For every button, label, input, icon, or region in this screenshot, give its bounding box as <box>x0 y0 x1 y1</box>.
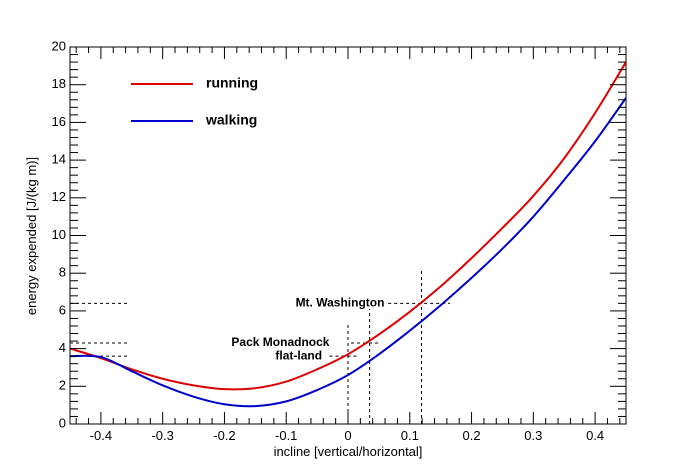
y-tick-label: 6 <box>59 302 66 317</box>
annotation-label: Pack Monadnock <box>231 335 329 349</box>
y-tick-label: 2 <box>59 378 66 393</box>
legend: running walking <box>131 75 258 128</box>
y-tick-label: 10 <box>52 227 66 242</box>
x-tick-label: -0.2 <box>213 428 235 443</box>
x-tick-label: 0 <box>344 428 351 443</box>
y-tick-label: 20 <box>52 38 66 53</box>
y-tick-label: 12 <box>52 189 66 204</box>
annotation-label: Mt. Washington <box>296 296 385 310</box>
series-line-walking <box>69 97 627 408</box>
x-tick-label: -0.3 <box>151 428 173 443</box>
y-tick-label: 18 <box>52 76 66 91</box>
x-tick-label: 0.3 <box>524 428 542 443</box>
legend-label-walking: walking <box>205 112 257 128</box>
y-tick-label: 8 <box>59 265 66 280</box>
y-tick-label: 14 <box>52 152 66 167</box>
legend-label-running: running <box>206 75 258 91</box>
y-tick-label: 0 <box>59 415 66 430</box>
x-tick-label: 0.4 <box>586 428 604 443</box>
annotation-label: flat-land <box>275 348 322 362</box>
axis-ticks <box>70 46 626 425</box>
axis-tick-labels: -0.4 -0.3 -0.2 -0.1 0 0.1 0.2 0.3 0.4 0 2 4 6 8 10 12 14… <box>52 38 605 443</box>
y-tick-label: 4 <box>59 340 66 355</box>
x-tick-label: -0.1 <box>275 428 297 443</box>
y-tick-label: 16 <box>52 114 66 129</box>
series-layer <box>69 61 627 408</box>
x-tick-label: -0.4 <box>90 428 112 443</box>
x-tick-label: 0.1 <box>401 428 419 443</box>
y-axis-title: energy expended [J/(kg m)] <box>24 157 39 315</box>
series-line-running <box>69 61 627 391</box>
x-axis-title: incline [vertical/horizontal] <box>274 444 423 459</box>
x-tick-label: 0.2 <box>463 428 481 443</box>
